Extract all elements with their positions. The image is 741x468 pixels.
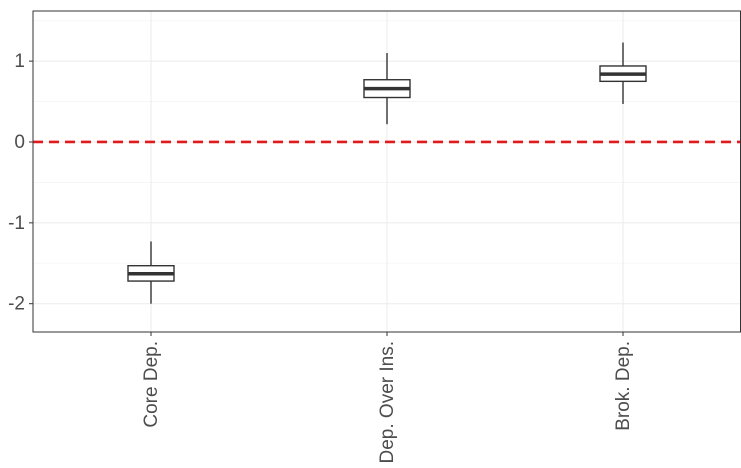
y-ticks xyxy=(29,60,33,305)
y-tick-label: 1 xyxy=(14,51,25,72)
box-core-dep xyxy=(127,241,175,304)
x-tick-label: Brok. Dep. xyxy=(613,341,634,431)
x-ticks xyxy=(150,332,624,336)
boxes xyxy=(127,42,647,304)
box-brok-dep xyxy=(599,42,647,104)
y-tick-label: -2 xyxy=(8,294,25,315)
x-tick-label: Core Dep. xyxy=(141,341,162,428)
box-dep-over-ins xyxy=(363,53,411,125)
y-tick-label: 0 xyxy=(14,132,25,153)
x-tick-label: Dep. Over Ins. xyxy=(377,341,398,464)
x-tick-labels: Core Dep. Dep. Over Ins. Brok. Dep. xyxy=(141,341,634,464)
y-tick-labels: 1 0 -1 -2 xyxy=(8,51,25,315)
y-tick-label: -1 xyxy=(8,213,25,234)
